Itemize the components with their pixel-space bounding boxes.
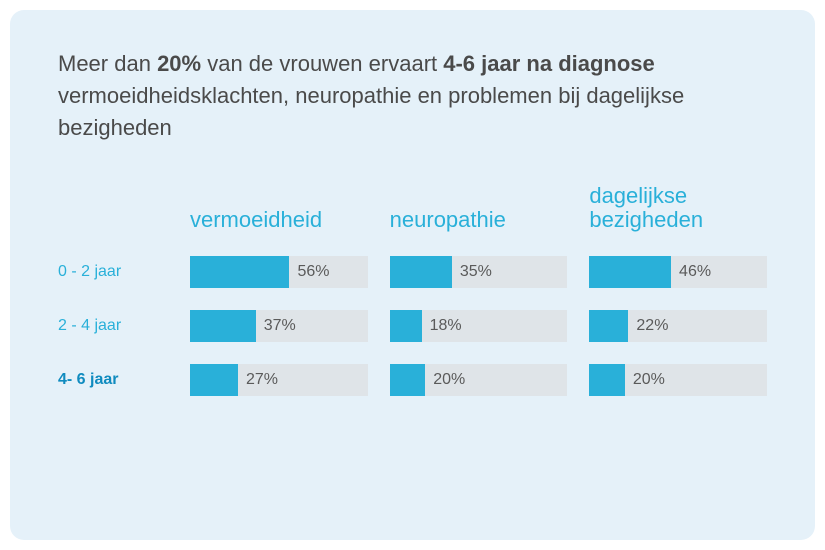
bar-fill (390, 364, 426, 396)
row-label: 0 - 2 jaar (58, 263, 168, 281)
title-segment: 20% (157, 51, 201, 76)
chart-grid: vermoeidheid neuropathie dagelijkse bezigh… (58, 184, 767, 396)
bar-cell: 20% (390, 364, 568, 396)
bar-cell: 46% (589, 256, 767, 288)
row-label: 2 - 4 jaar (58, 317, 168, 335)
bar-value-label: 22% (636, 317, 668, 335)
row-label: 4- 6 jaar (58, 371, 168, 389)
bar-value-label: 46% (679, 263, 711, 281)
title-segment: Meer dan (58, 51, 157, 76)
bar-fill (190, 256, 289, 288)
title-text: Meer dan 20% van de vrouwen ervaart 4-6 … (58, 48, 767, 144)
title-segment: 4-6 jaar na diagnose (443, 51, 655, 76)
bar-cell: 56% (190, 256, 368, 288)
bar-fill (190, 310, 256, 342)
title-segment: van de vrouwen ervaart (201, 51, 443, 76)
bar-cell: 20% (589, 364, 767, 396)
bar-cell: 22% (589, 310, 767, 342)
column-header: neuropathie (390, 208, 568, 234)
bar-value-label: 37% (264, 317, 296, 335)
bar-fill (589, 310, 628, 342)
bar-value-label: 27% (246, 371, 278, 389)
bar-fill (190, 364, 238, 396)
column-header: dagelijkse bezigheden (589, 184, 767, 234)
bar-fill (589, 364, 625, 396)
bar-cell: 18% (390, 310, 568, 342)
bar-fill (390, 310, 422, 342)
infographic-card: Meer dan 20% van de vrouwen ervaart 4-6 … (10, 10, 815, 540)
bar-cell: 37% (190, 310, 368, 342)
bar-cell: 35% (390, 256, 568, 288)
bar-fill (589, 256, 671, 288)
column-header: vermoeidheid (190, 208, 368, 234)
bar-value-label: 20% (433, 371, 465, 389)
bar-value-label: 20% (633, 371, 665, 389)
bar-value-label: 18% (430, 317, 462, 335)
bar-fill (390, 256, 452, 288)
bar-value-label: 56% (297, 263, 329, 281)
bar-value-label: 35% (460, 263, 492, 281)
bar-cell: 27% (190, 364, 368, 396)
